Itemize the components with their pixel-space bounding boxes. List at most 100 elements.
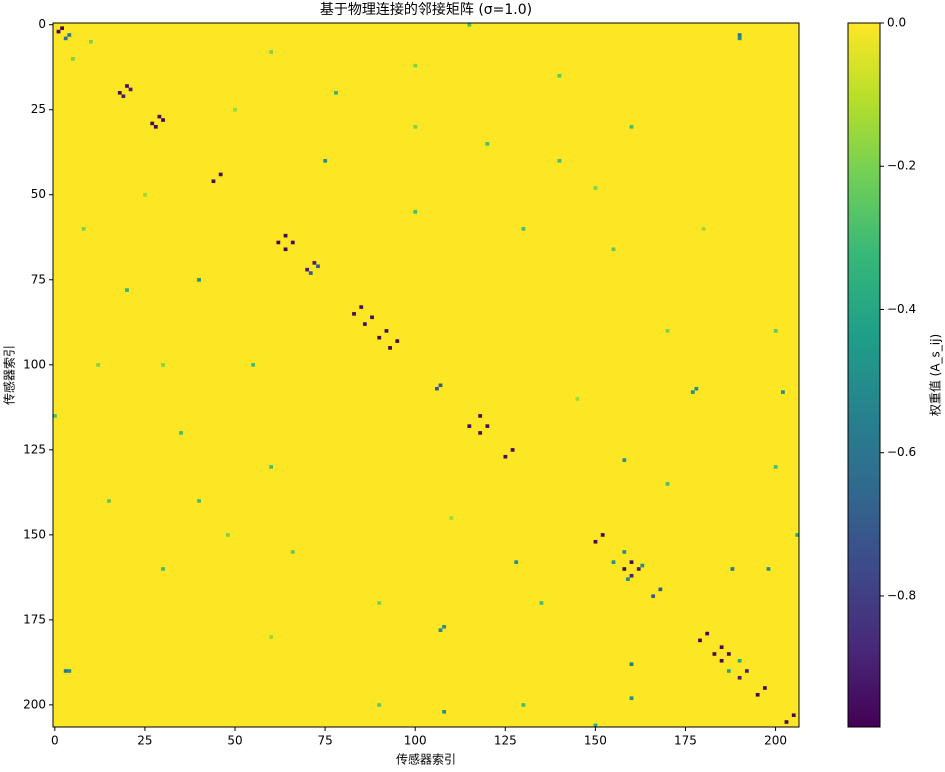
x-tick-label: 175	[674, 734, 697, 748]
heatmap-cell	[312, 261, 317, 265]
heatmap-cell	[737, 33, 742, 37]
x-tick-label: 100	[404, 734, 427, 748]
heatmap-cell	[377, 703, 382, 707]
heatmap-cell	[698, 638, 702, 643]
heatmap-cell	[510, 448, 515, 452]
y-tick-label: 200	[23, 697, 46, 711]
heatmap-cell	[629, 662, 634, 666]
heatmap-cell	[690, 390, 695, 394]
heatmap-cell	[521, 227, 526, 231]
heatmap-cell	[63, 36, 68, 41]
heatmap-cell	[283, 233, 288, 238]
heatmap-cell	[755, 692, 760, 697]
heatmap-cell	[719, 645, 724, 649]
heatmap-cell	[308, 271, 313, 275]
heatmap-cell	[442, 624, 447, 629]
heatmap-cell	[784, 720, 789, 724]
heatmap-cell	[377, 335, 382, 340]
heatmap-cell	[478, 414, 483, 418]
colorbar-tick-label: −0.8	[887, 588, 916, 602]
x-tick-label: 50	[227, 734, 242, 748]
heatmap-cell	[629, 560, 634, 564]
heatmap-cell	[575, 397, 580, 401]
heatmap-cell	[737, 658, 742, 663]
colorbar-tick-label: −0.2	[887, 159, 916, 173]
heatmap-cell	[290, 550, 295, 554]
heatmap-cell	[413, 210, 418, 214]
heatmap-cell	[737, 675, 742, 680]
heatmap-cell	[53, 414, 57, 418]
heatmap-cell	[442, 709, 447, 714]
heatmap-cell	[593, 723, 598, 728]
heatmap-cell	[593, 186, 598, 190]
heatmap-cell	[150, 121, 155, 126]
heatmap-cell	[622, 567, 627, 571]
heatmap-background	[53, 23, 799, 727]
heatmap-cell	[694, 386, 699, 391]
heatmap-cell	[370, 315, 374, 320]
heatmap-cell	[438, 628, 443, 632]
y-tick-label: 0	[38, 17, 46, 31]
heatmap-cell	[640, 563, 645, 568]
y-tick-label: 175	[23, 612, 46, 626]
heatmap-cell	[233, 108, 237, 112]
heatmap-cell	[269, 635, 274, 639]
heatmap-cell	[636, 567, 641, 571]
heatmap-cell	[658, 587, 663, 592]
heatmap-cell	[705, 631, 710, 636]
heatmap-cell	[67, 669, 72, 673]
heatmap-cell	[96, 363, 101, 367]
heatmap-cell	[107, 499, 111, 503]
y-tick-label: 150	[23, 527, 46, 541]
y-tick-label: 75	[31, 272, 46, 286]
heatmap-cell	[395, 339, 400, 343]
heatmap-cell	[622, 550, 627, 554]
heatmap-cell	[67, 33, 72, 37]
heatmap-cell	[762, 686, 767, 690]
colorbar-label: 权重值 (A_s_ij)	[928, 334, 943, 416]
heatmap-cell	[791, 713, 796, 717]
heatmap-cell	[128, 87, 133, 92]
heatmap-cell	[730, 567, 735, 571]
heatmap-cell	[737, 36, 742, 41]
heatmap-cell	[744, 669, 749, 673]
heatmap-cell	[467, 23, 472, 27]
x-tick-label: 25	[137, 734, 152, 748]
heatmap-cell	[352, 312, 356, 316]
y-tick-label: 25	[31, 102, 46, 116]
heatmap-cell	[773, 329, 778, 333]
heatmap-cell	[622, 458, 627, 462]
heatmap-cell	[651, 594, 656, 598]
heatmap-cell	[161, 118, 165, 122]
x-tick-label: 150	[584, 734, 607, 748]
y-tick-label: 125	[23, 442, 46, 456]
heatmap-cell	[611, 560, 616, 564]
heatmap-cell	[413, 125, 418, 129]
heatmap-cell	[600, 533, 605, 537]
heatmap-cell	[323, 159, 328, 163]
heatmap-cell	[557, 159, 562, 163]
heatmap-cell	[593, 539, 598, 544]
heatmap-cell	[719, 658, 724, 663]
heatmap-cell	[795, 533, 800, 537]
heatmap-cell	[521, 703, 526, 707]
heatmap-cell	[557, 74, 562, 78]
x-tick-label: 125	[494, 734, 517, 748]
heatmap-cell	[269, 465, 274, 469]
heatmap-cell	[726, 669, 731, 673]
heatmap-cell	[81, 227, 86, 231]
heatmap-cell	[197, 278, 201, 282]
heatmap-cell	[63, 669, 68, 673]
heatmap-cell	[384, 329, 389, 333]
heatmap-cell	[726, 652, 731, 656]
x-tick-label: 0	[51, 734, 59, 748]
heatmap-cell	[125, 288, 129, 292]
heatmap-cell	[316, 264, 320, 269]
heatmap-cell	[773, 465, 778, 469]
heatmap-cell	[629, 696, 634, 700]
heatmap-cell	[539, 601, 544, 605]
heatmap-cell	[143, 193, 147, 197]
heatmap-cell	[438, 383, 443, 388]
heatmap-cell	[218, 172, 223, 177]
heatmap-cell	[121, 94, 126, 99]
